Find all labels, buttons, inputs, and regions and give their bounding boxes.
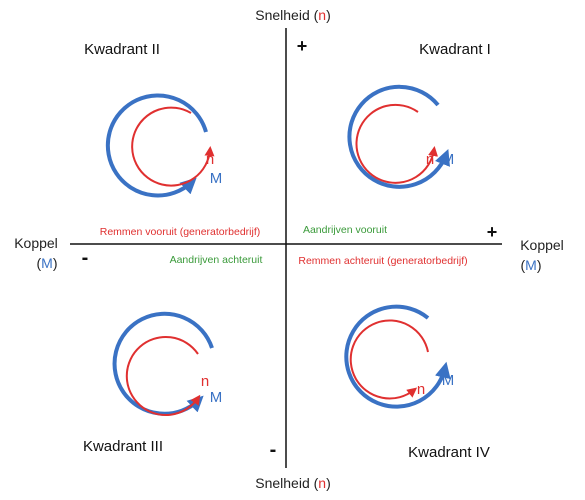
q3-torque-symbol: M [210, 389, 223, 406]
q2-speed-symbol: n [206, 151, 214, 168]
q2-torque-symbol: M [210, 170, 223, 187]
quadrant-2-title: Kwadrant II [84, 41, 160, 58]
quadrant-1-title: Kwadrant I [419, 41, 491, 58]
mode-forward-driving: Aandrijven vooruit [303, 224, 387, 236]
q4-torque-symbol: M [442, 372, 455, 389]
minus-sign-bottom: - [270, 439, 277, 461]
q1-torque-arc-icon [347, 84, 450, 189]
q2-speed-arc-icon [131, 106, 215, 187]
minus-sign-left: - [82, 247, 89, 269]
bottom-axis-label: Snelheid (n) [255, 475, 331, 491]
plus-sign-right: + [487, 222, 498, 242]
left-axis-label: Koppel [14, 235, 58, 251]
q3-speed-symbol: n [201, 373, 209, 390]
q4-speed-arc-icon [349, 319, 429, 400]
top-axis-label: Snelheid (n) [255, 7, 331, 23]
q4-speed-symbol: n [417, 381, 425, 398]
q1-torque-symbol: M [442, 151, 455, 168]
q1-speed-symbol: n [426, 151, 434, 168]
quadrant-4-rotation [344, 304, 451, 409]
q1-speed-arc-icon [355, 103, 438, 184]
left-axis-symbol: (M) [36, 255, 57, 271]
quadrant-2-rotation [105, 93, 215, 198]
mode-reverse-driving: Aandrijven achteruit [170, 254, 263, 266]
right-axis-symbol: (M) [520, 257, 541, 273]
quadrant-1-rotation [347, 84, 450, 189]
mode-reverse-braking: Remmen achteruit (generatorbedrijf) [298, 255, 467, 267]
quadrant-3-title: Kwadrant III [83, 438, 163, 455]
q3-torque-arc-icon [112, 311, 214, 416]
quadrant-4-title: Kwadrant IV [408, 444, 490, 461]
quadrant-3-rotation [112, 311, 214, 416]
right-axis-label: Koppel [520, 237, 564, 253]
q4-torque-arc-icon [344, 304, 451, 409]
plus-sign-top: + [297, 36, 308, 56]
mode-forward-braking: Remmen vooruit (generatorbedrijf) [100, 226, 260, 238]
q3-speed-arc-icon [125, 336, 201, 416]
q2-torque-arc-icon [105, 93, 208, 198]
